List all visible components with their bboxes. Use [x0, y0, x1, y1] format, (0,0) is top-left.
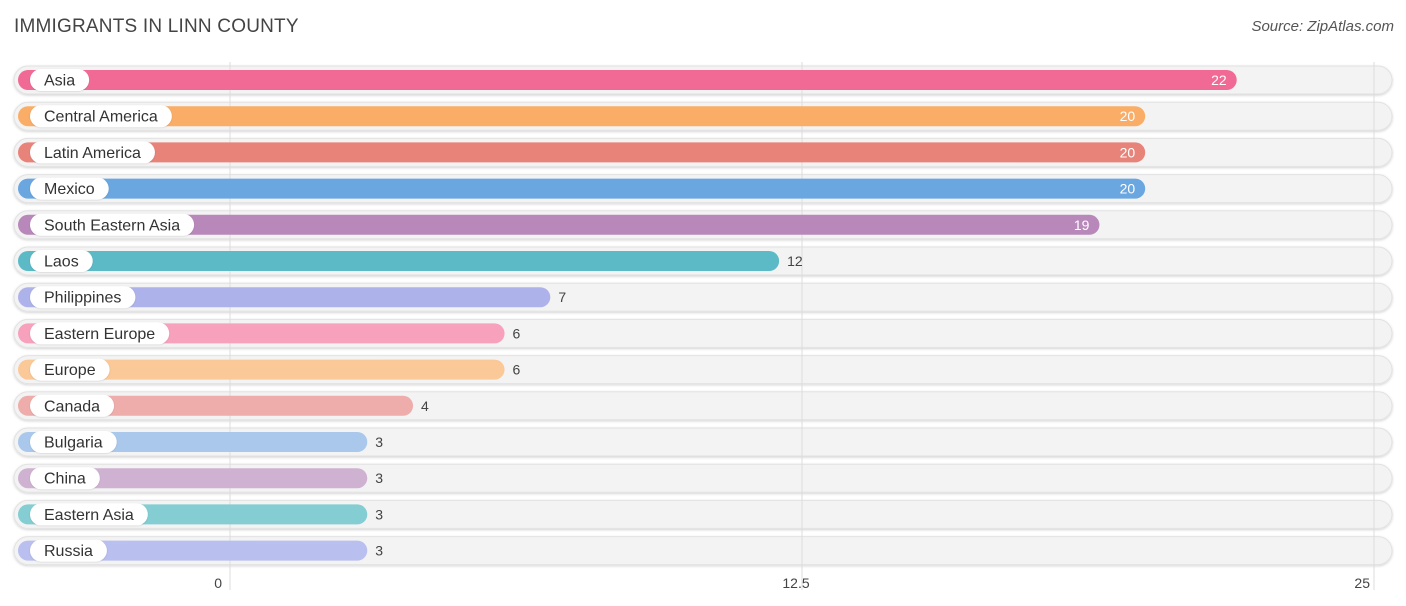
bar-label-pill: [30, 503, 148, 526]
bar-label-pill: [30, 213, 195, 236]
bar-value-label: 20: [1120, 144, 1136, 160]
bar-label-pill: [30, 141, 155, 164]
bar-row: Philippines 7: [18, 286, 566, 309]
bar: [18, 359, 505, 380]
bar: [18, 468, 368, 489]
x-tick-label: 25: [1354, 575, 1370, 591]
bar: [18, 142, 1146, 163]
chart-source: Source: ZipAtlas.com: [1251, 18, 1394, 35]
bar-label-pill: [30, 394, 115, 417]
bar: [18, 287, 551, 308]
bar-row: Laos 12: [18, 250, 803, 272]
bar-row: Latin America 20: [18, 141, 1146, 164]
bar-value-label: 3: [375, 470, 383, 486]
bar-category-label: Philippines: [44, 290, 121, 307]
bar: [18, 70, 1237, 90]
bar-label-pill: [30, 250, 93, 272]
bar-row: Mexico 20: [18, 177, 1146, 200]
bar-value-label: 19: [1074, 217, 1090, 233]
bar-row: Eastern Europe 6: [18, 322, 521, 345]
bar-row: Canada 4: [18, 394, 429, 417]
bar: [18, 178, 1146, 199]
bar-row: China 3: [18, 467, 383, 490]
bar: [18, 214, 1100, 235]
bar: [18, 106, 1146, 127]
bar-row: Eastern Asia 3: [18, 503, 383, 526]
bar-value-label: 3: [375, 543, 383, 559]
bar-value-label: 20: [1120, 108, 1136, 124]
bar-value-label: 4: [421, 398, 429, 414]
x-tick-label: 0: [214, 575, 222, 591]
bar-category-label: Laos: [44, 254, 79, 271]
axis-ticks: 0 12.5 25: [214, 575, 1370, 591]
bar-row: Asia 22: [18, 69, 1237, 91]
bar-category-label: Mexico: [44, 181, 95, 198]
bar-category-label: Asia: [44, 73, 75, 90]
bar-row: Bulgaria 3: [18, 431, 383, 453]
bar-value-label: 7: [558, 289, 566, 305]
bar-value-label: 20: [1120, 181, 1136, 197]
chart-title: IMMIGRANTS IN LINN COUNTY: [14, 16, 299, 37]
bar: [18, 251, 780, 271]
bar-category-label: South Eastern Asia: [44, 217, 180, 234]
bar-value-label: 6: [513, 325, 521, 341]
row-backgrounds: [13, 65, 1393, 566]
bar-category-label: Russia: [44, 543, 93, 560]
bar-row: Central America 20: [18, 105, 1146, 128]
bar-label-pill: [30, 358, 110, 381]
bar-category-label: Bulgaria: [44, 435, 103, 452]
bar-category-label: Europe: [44, 362, 96, 379]
bar-label-pill: [30, 286, 136, 309]
bar-value-label: 6: [513, 362, 521, 378]
bar-label-pill: [30, 322, 170, 345]
bar-category-label: Latin America: [44, 145, 141, 162]
bar-label-pill: [30, 539, 107, 562]
bar-label-pill: [30, 105, 172, 128]
bar-category-label: Central America: [44, 109, 158, 126]
bar-label-pill: [30, 69, 90, 91]
bar-value-label: 3: [375, 506, 383, 522]
bar-category-label: Eastern Europe: [44, 326, 155, 343]
bar-label-pill: [30, 467, 100, 490]
bar-label-pill: [30, 177, 109, 200]
bar-value-label: 22: [1211, 72, 1227, 88]
bar-value-label: 12: [787, 253, 803, 269]
bar: [18, 395, 414, 416]
bar-category-label: Canada: [44, 398, 100, 415]
bar-label-pill: [30, 431, 117, 453]
bar-value-label: 3: [375, 434, 383, 450]
x-tick-label: 12.5: [782, 575, 809, 591]
bar-category-label: China: [44, 471, 86, 488]
bar-row: Europe 6: [18, 358, 521, 381]
bar-category-label: Eastern Asia: [44, 507, 134, 524]
bar-row: South Eastern Asia 19: [18, 213, 1100, 236]
bar-row: Russia 3: [18, 539, 383, 562]
